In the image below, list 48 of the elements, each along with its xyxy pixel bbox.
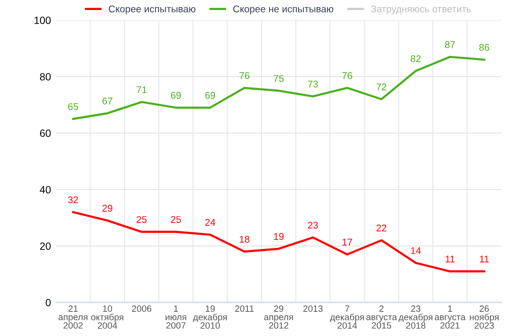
legend-label: Скорее испытываю	[108, 6, 196, 14]
x-tick-label: 10 октября 2004	[91, 305, 124, 329]
data-label: 73	[308, 80, 318, 88]
x-tick-label: 21 апреля 2002	[58, 305, 88, 329]
data-label: 19	[274, 233, 284, 240]
x-tick-label: 29 апреля 2012	[264, 305, 293, 329]
data-label: 71	[136, 86, 147, 94]
data-label: 11	[480, 256, 489, 262]
data-label: 86	[479, 44, 490, 51]
y-tick-label: 0	[46, 298, 51, 306]
data-label: 32	[68, 196, 78, 204]
data-label: 76	[240, 72, 250, 80]
data-label: 69	[170, 92, 181, 99]
data-label: 69	[205, 92, 216, 99]
x-tick-label: 7 декабря 2014	[330, 306, 364, 329]
x-tick-label: 2 августа 2015	[366, 305, 397, 329]
data-label: 87	[444, 41, 455, 48]
data-label: 11	[446, 256, 455, 262]
x-tick-label: 1 июля 2007	[166, 306, 186, 329]
data-label: 23	[308, 222, 318, 229]
data-label: 14	[411, 247, 421, 254]
legend-label: Скорее не испытываю	[233, 6, 334, 14]
data-label: 72	[376, 83, 386, 90]
data-label: 25	[170, 216, 181, 223]
data-label: 29	[102, 204, 112, 212]
data-label: 76	[342, 72, 352, 80]
data-label: 67	[102, 98, 112, 104]
legend-label: Затрудняюсь ответить	[370, 6, 471, 14]
x-tick-label: 1 августа 2021	[434, 306, 466, 329]
data-label: 17	[342, 238, 352, 246]
data-label: 25	[136, 216, 147, 223]
x-tick-label: 26 ноября 2023	[470, 305, 499, 329]
data-label: 22	[376, 224, 386, 232]
x-tick-label: 2013	[303, 305, 323, 312]
data-label: 75	[274, 75, 284, 82]
y-tick-label: 40	[40, 186, 51, 194]
data-label: 18	[240, 236, 250, 243]
data-label: 65	[68, 103, 78, 110]
x-tick-label: 2006	[132, 305, 152, 312]
data-label: 24	[205, 218, 216, 226]
x-tick-label: 23 декабря 2018	[398, 305, 432, 329]
y-tick-label: 20	[40, 242, 51, 250]
x-tick-label: 19 декабря 2010	[193, 305, 227, 329]
x-tick-label: 2011	[235, 305, 254, 312]
y-tick-label: 60	[40, 130, 51, 137]
y-tick-label: 80	[40, 73, 51, 80]
y-tick-label: 100	[34, 16, 51, 24]
data-label: 82	[410, 55, 421, 62]
